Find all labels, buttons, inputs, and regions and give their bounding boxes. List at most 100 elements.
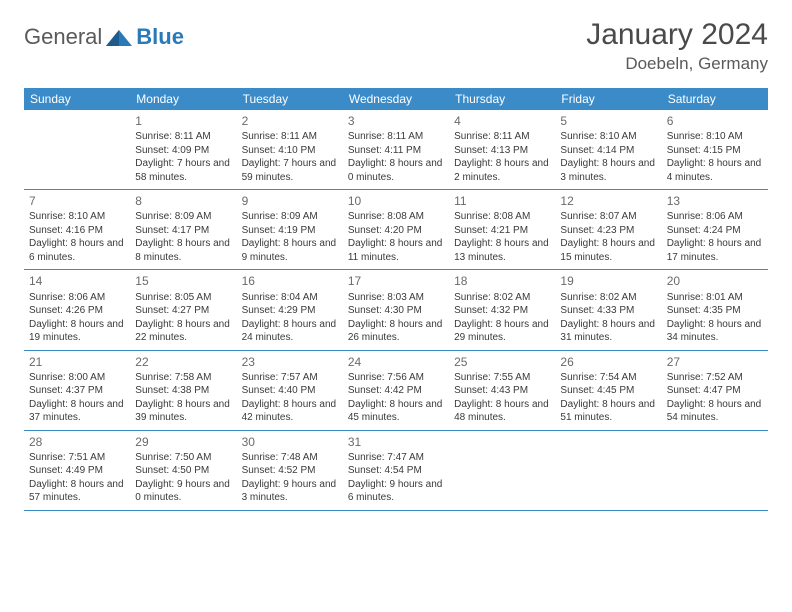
day-number: 30 [242, 434, 338, 450]
daylight-line: Daylight: 8 hours and 11 minutes. [348, 237, 444, 264]
day-cell: 19Sunrise: 8:02 AMSunset: 4:33 PMDayligh… [555, 270, 661, 349]
sunrise-line: Sunrise: 8:09 AM [135, 210, 231, 224]
week-row: 14Sunrise: 8:06 AMSunset: 4:26 PMDayligh… [24, 270, 768, 350]
day-header-row: SundayMondayTuesdayWednesdayThursdayFrid… [24, 88, 768, 110]
daylight-line: Daylight: 8 hours and 57 minutes. [29, 478, 125, 505]
day-number: 14 [29, 273, 125, 289]
day-number: 10 [348, 193, 444, 209]
day-header-friday: Friday [555, 88, 661, 110]
header: General Blue January 2024 Doebeln, Germa… [24, 18, 768, 74]
sunrise-line: Sunrise: 8:08 AM [454, 210, 550, 224]
day-cell [449, 431, 555, 510]
day-number: 22 [135, 354, 231, 370]
day-cell: 4Sunrise: 8:11 AMSunset: 4:13 PMDaylight… [449, 110, 555, 189]
day-header-sunday: Sunday [24, 88, 130, 110]
day-number: 18 [454, 273, 550, 289]
daylight-line: Daylight: 8 hours and 0 minutes. [348, 157, 444, 184]
logo-text-blue: Blue [136, 24, 184, 50]
sunrise-line: Sunrise: 8:11 AM [242, 130, 338, 144]
sunset-line: Sunset: 4:19 PM [242, 224, 338, 238]
day-cell: 14Sunrise: 8:06 AMSunset: 4:26 PMDayligh… [24, 270, 130, 349]
sunrise-line: Sunrise: 8:10 AM [29, 210, 125, 224]
day-number: 3 [348, 113, 444, 129]
day-cell [662, 431, 768, 510]
day-cell: 31Sunrise: 7:47 AMSunset: 4:54 PMDayligh… [343, 431, 449, 510]
day-number: 6 [667, 113, 763, 129]
day-cell: 5Sunrise: 8:10 AMSunset: 4:14 PMDaylight… [555, 110, 661, 189]
sunset-line: Sunset: 4:49 PM [29, 464, 125, 478]
sunset-line: Sunset: 4:47 PM [667, 384, 763, 398]
sunset-line: Sunset: 4:15 PM [667, 144, 763, 158]
day-cell: 17Sunrise: 8:03 AMSunset: 4:30 PMDayligh… [343, 270, 449, 349]
sunset-line: Sunset: 4:27 PM [135, 304, 231, 318]
day-cell: 20Sunrise: 8:01 AMSunset: 4:35 PMDayligh… [662, 270, 768, 349]
daylight-line: Daylight: 8 hours and 19 minutes. [29, 318, 125, 345]
sunrise-line: Sunrise: 8:01 AM [667, 291, 763, 305]
day-cell: 21Sunrise: 8:00 AMSunset: 4:37 PMDayligh… [24, 351, 130, 430]
daylight-line: Daylight: 9 hours and 0 minutes. [135, 478, 231, 505]
sunset-line: Sunset: 4:45 PM [560, 384, 656, 398]
week-row: 21Sunrise: 8:00 AMSunset: 4:37 PMDayligh… [24, 351, 768, 431]
daylight-line: Daylight: 8 hours and 54 minutes. [667, 398, 763, 425]
sunrise-line: Sunrise: 7:55 AM [454, 371, 550, 385]
day-cell [24, 110, 130, 189]
day-cell: 9Sunrise: 8:09 AMSunset: 4:19 PMDaylight… [237, 190, 343, 269]
sunset-line: Sunset: 4:11 PM [348, 144, 444, 158]
day-number: 28 [29, 434, 125, 450]
sunrise-line: Sunrise: 8:00 AM [29, 371, 125, 385]
day-cell: 15Sunrise: 8:05 AMSunset: 4:27 PMDayligh… [130, 270, 236, 349]
sunrise-line: Sunrise: 8:02 AM [560, 291, 656, 305]
day-cell: 3Sunrise: 8:11 AMSunset: 4:11 PMDaylight… [343, 110, 449, 189]
sunrise-line: Sunrise: 7:54 AM [560, 371, 656, 385]
day-number: 1 [135, 113, 231, 129]
sunset-line: Sunset: 4:23 PM [560, 224, 656, 238]
day-number: 13 [667, 193, 763, 209]
daylight-line: Daylight: 8 hours and 4 minutes. [667, 157, 763, 184]
sunset-line: Sunset: 4:14 PM [560, 144, 656, 158]
logo: General Blue [24, 18, 184, 50]
day-cell: 6Sunrise: 8:10 AMSunset: 4:15 PMDaylight… [662, 110, 768, 189]
daylight-line: Daylight: 8 hours and 6 minutes. [29, 237, 125, 264]
day-number: 7 [29, 193, 125, 209]
day-number: 12 [560, 193, 656, 209]
daylight-line: Daylight: 8 hours and 17 minutes. [667, 237, 763, 264]
daylight-line: Daylight: 8 hours and 37 minutes. [29, 398, 125, 425]
sunrise-line: Sunrise: 8:09 AM [242, 210, 338, 224]
sunset-line: Sunset: 4:37 PM [29, 384, 125, 398]
sunrise-line: Sunrise: 8:02 AM [454, 291, 550, 305]
day-number: 19 [560, 273, 656, 289]
day-cell: 24Sunrise: 7:56 AMSunset: 4:42 PMDayligh… [343, 351, 449, 430]
sunset-line: Sunset: 4:35 PM [667, 304, 763, 318]
day-number: 9 [242, 193, 338, 209]
day-number: 25 [454, 354, 550, 370]
sunset-line: Sunset: 4:42 PM [348, 384, 444, 398]
daylight-line: Daylight: 8 hours and 29 minutes. [454, 318, 550, 345]
sunrise-line: Sunrise: 8:03 AM [348, 291, 444, 305]
day-header-thursday: Thursday [449, 88, 555, 110]
day-number: 26 [560, 354, 656, 370]
day-number: 8 [135, 193, 231, 209]
sunrise-line: Sunrise: 7:56 AM [348, 371, 444, 385]
daylight-line: Daylight: 8 hours and 22 minutes. [135, 318, 231, 345]
sunrise-line: Sunrise: 7:50 AM [135, 451, 231, 465]
sunset-line: Sunset: 4:54 PM [348, 464, 444, 478]
day-header-tuesday: Tuesday [237, 88, 343, 110]
sunset-line: Sunset: 4:26 PM [29, 304, 125, 318]
sunset-line: Sunset: 4:13 PM [454, 144, 550, 158]
day-cell: 12Sunrise: 8:07 AMSunset: 4:23 PMDayligh… [555, 190, 661, 269]
day-cell: 25Sunrise: 7:55 AMSunset: 4:43 PMDayligh… [449, 351, 555, 430]
daylight-line: Daylight: 8 hours and 34 minutes. [667, 318, 763, 345]
logo-triangle-icon [104, 26, 134, 48]
day-cell: 2Sunrise: 8:11 AMSunset: 4:10 PMDaylight… [237, 110, 343, 189]
sunset-line: Sunset: 4:29 PM [242, 304, 338, 318]
daylight-line: Daylight: 8 hours and 42 minutes. [242, 398, 338, 425]
sunrise-line: Sunrise: 7:57 AM [242, 371, 338, 385]
day-number: 31 [348, 434, 444, 450]
day-number: 23 [242, 354, 338, 370]
day-cell: 13Sunrise: 8:06 AMSunset: 4:24 PMDayligh… [662, 190, 768, 269]
day-number: 4 [454, 113, 550, 129]
sunset-line: Sunset: 4:40 PM [242, 384, 338, 398]
sunrise-line: Sunrise: 8:05 AM [135, 291, 231, 305]
daylight-line: Daylight: 8 hours and 51 minutes. [560, 398, 656, 425]
sunrise-line: Sunrise: 7:51 AM [29, 451, 125, 465]
